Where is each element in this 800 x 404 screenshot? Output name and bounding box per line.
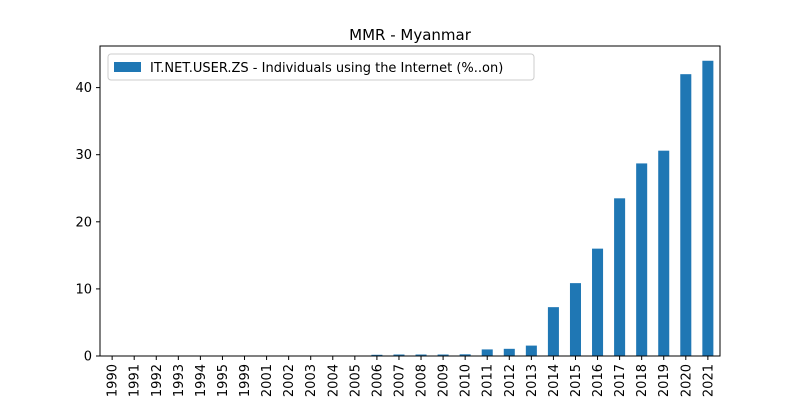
x-tick-label: 2020 xyxy=(679,364,694,397)
x-tick-label: 2021 xyxy=(701,364,716,397)
x-tick-label: 1995 xyxy=(216,364,231,397)
y-tick-label: 0 xyxy=(84,350,92,365)
x-tick-label: 2002 xyxy=(282,364,297,397)
x-tick-label: 2009 xyxy=(437,364,452,397)
x-tick-label: 2006 xyxy=(370,364,385,397)
x-tick-label: 2011 xyxy=(481,364,496,397)
bar-2020 xyxy=(680,74,691,356)
bar-2015 xyxy=(570,283,581,356)
x-tick-label: 2019 xyxy=(657,364,672,397)
chart-title: MMR - Myanmar xyxy=(349,26,472,44)
x-tick-label: 2012 xyxy=(503,364,518,397)
x-tick-label: 2016 xyxy=(591,364,606,397)
x-tick-label: 2007 xyxy=(392,364,407,397)
legend-label: IT.NET.USER.ZS - Individuals using the I… xyxy=(150,61,503,76)
x-tick-label: 1999 xyxy=(238,364,253,397)
bar-2012 xyxy=(504,349,515,356)
x-tick-label: 2018 xyxy=(635,364,650,397)
x-tick-label: 2017 xyxy=(613,364,628,397)
x-tick-label: 2014 xyxy=(547,364,562,397)
bar-2013 xyxy=(526,346,537,356)
bar-2018 xyxy=(636,163,647,356)
plot-frame xyxy=(100,46,720,356)
bars-group xyxy=(239,61,713,356)
y-tick-label: 30 xyxy=(75,148,92,163)
y-tick-label: 20 xyxy=(75,215,92,230)
y-tick-label: 10 xyxy=(75,282,92,297)
x-tick-label: 1993 xyxy=(172,364,187,397)
x-tick-label: 2001 xyxy=(260,364,275,397)
x-tick-label: 1991 xyxy=(128,364,143,397)
bar-2011 xyxy=(482,349,493,356)
bar-2019 xyxy=(658,151,669,356)
bar-2016 xyxy=(592,249,603,356)
bar-2014 xyxy=(548,307,559,356)
x-tick-label: 2008 xyxy=(415,364,430,397)
x-tick-label: 1990 xyxy=(106,364,121,397)
x-tick-label: 1992 xyxy=(150,364,165,397)
x-tick-label: 2010 xyxy=(459,364,474,397)
x-tick-label: 2003 xyxy=(304,364,319,397)
x-tick-label: 2004 xyxy=(326,364,341,397)
x-tick-label: 2013 xyxy=(525,364,540,397)
x-tick-label: 2005 xyxy=(348,364,363,397)
bar-2021 xyxy=(702,61,713,356)
x-axis: 1990 1991 1992 1993 1994 1995 1999 2001 2002 2003… xyxy=(106,356,717,397)
x-tick-label: 1994 xyxy=(194,364,209,397)
y-axis: 0 10 20 30 40 xyxy=(75,81,100,364)
bar-2017 xyxy=(614,198,625,356)
legend: IT.NET.USER.ZS - Individuals using the I… xyxy=(108,54,534,80)
x-tick-label: 2015 xyxy=(569,364,584,397)
legend-swatch xyxy=(114,62,141,72)
y-tick-label: 40 xyxy=(75,81,92,96)
